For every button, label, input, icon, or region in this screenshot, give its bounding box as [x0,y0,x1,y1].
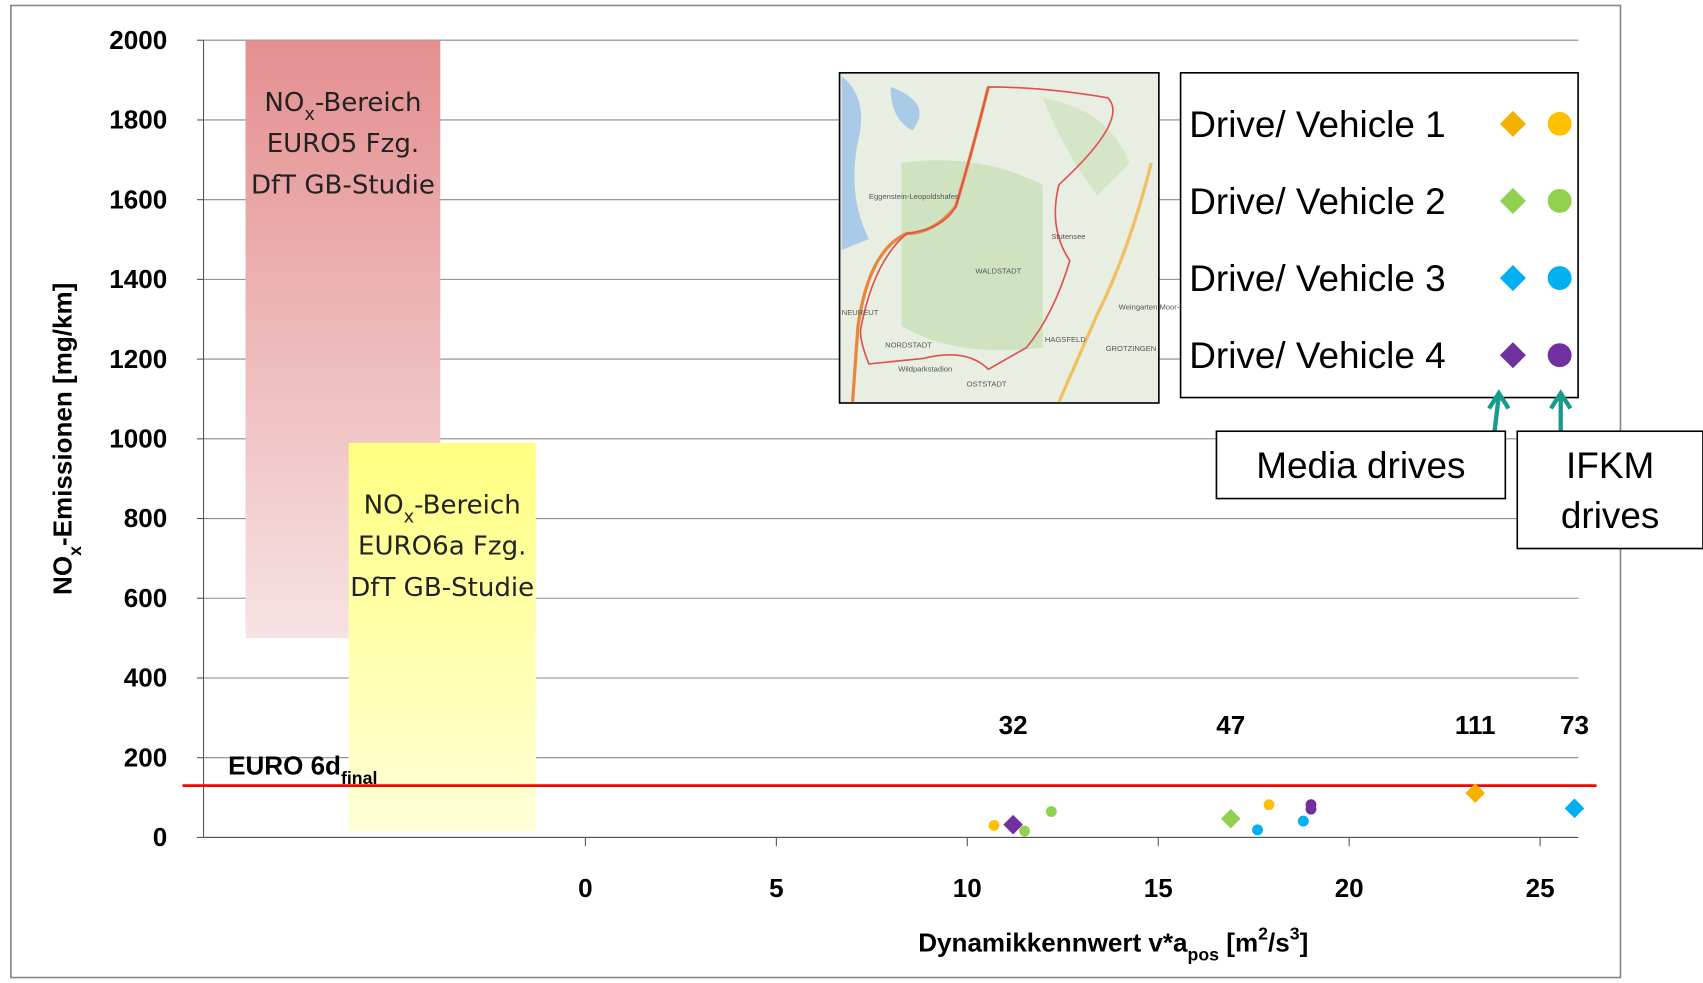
ifkm-point [1263,799,1275,811]
x-tick-label: 10 [953,873,982,903]
text-part: -Bereich [414,490,521,520]
subscript: x [65,546,85,556]
x-tick-label: 0 [578,873,593,903]
media-point [1221,808,1241,829]
y-tick-label: 1000 [109,424,167,454]
map-label: WALDSTADT [975,267,1021,276]
x-tick-label: 20 [1335,873,1364,903]
text-part: [m [1219,927,1258,957]
value-label: 111 [1455,710,1496,740]
legend-diamond [1499,342,1526,369]
ifkm-point [1019,825,1031,837]
legend-label: Drive/ Vehicle 4 [1189,335,1445,376]
y-tick-label: 1600 [109,184,167,214]
y-tick-label: 600 [124,583,167,613]
ifkm-point [1297,815,1309,827]
value-label: 32 [999,710,1028,740]
text-part: -Bereich [315,88,422,118]
annotation-box [1215,430,1507,500]
region-label: NOx-Bereich [264,88,421,125]
legend-circle [1547,343,1572,368]
arrow [1492,395,1501,433]
map-label: HAGSFELD [1045,335,1086,344]
annotation: Media drives [1256,445,1465,486]
text-part: ] [1300,927,1309,957]
subscript: final [341,768,377,788]
map-label: Weingarten Moor-Bruch Grötzingen [1119,303,1239,312]
legend-circle [1547,266,1572,291]
ifkm-point [988,820,1000,831]
map-label: Wildparkstadion [898,364,952,373]
text-part: Dynamikkennwert v*a [918,927,1188,957]
subscript: pos [1188,945,1220,965]
text-part: DfT GB-Studie [350,573,534,603]
y-tick-label: 200 [124,742,167,772]
media-point [1465,783,1485,803]
text-part: NO [264,88,304,118]
superscript: 2 [1258,924,1268,944]
text-part: NO [364,490,404,520]
ifkm-point [1252,824,1263,836]
map-label: Stutensee [1051,232,1085,241]
ifkm-point [1045,806,1057,817]
map-label: GROTZINGEN [1106,344,1157,353]
limit-label: EURO 6dfinal [228,751,377,788]
region-label: NOx-Bereich [364,490,521,527]
region-label: DfT GB-Studie [251,170,435,200]
map-label: OSTSTADT [967,380,1007,389]
subscript: x [304,105,315,125]
map-label: NORDSTADT [885,341,932,350]
annotation: drives [1561,495,1659,536]
text-part: EURO 6d [228,751,341,781]
map-inset [838,71,1160,404]
x-tick-label: 15 [1144,873,1173,903]
y-axis-title: NOx-Emissionen [mg/km] [48,283,85,595]
value-label: 47 [1216,710,1245,740]
map-label: NEUREUT [842,308,879,317]
y-tick-label: 0 [153,822,168,852]
ifkm-point [1305,803,1317,815]
region-label: EURO5 Fzg. [267,129,419,159]
legend-label: Drive/ Vehicle 3 [1189,258,1445,299]
y-tick-label: 400 [124,663,167,693]
annotation-box [1516,430,1703,550]
y-tick-label: 1400 [109,264,167,294]
legend-label: Drive/ Vehicle 1 [1189,104,1445,145]
arrow-head [1487,389,1511,410]
superscript: 3 [1290,924,1300,944]
legend-diamond [1499,187,1526,215]
legend-circle [1547,111,1572,136]
x-tick-label: 5 [769,873,784,903]
text-part: NO [48,556,78,595]
region-label: EURO6a Fzg. [358,532,526,562]
arrow-head [1549,389,1573,410]
y-tick-label: 1800 [109,105,167,135]
subscript: x [404,508,415,528]
value-label: 73 [1560,710,1589,740]
x-axis-title: Dynamikkennwert v*apos [m2/s3] [918,924,1308,965]
region-label: DfT GB-Studie [350,573,534,603]
shaded-region [348,442,536,832]
map-label: Eggenstein-Leopoldshafen [869,192,959,201]
legend-circle [1547,189,1572,213]
text-part: DfT GB-Studie [251,170,435,200]
legend-label: Drive/ Vehicle 2 [1189,181,1445,222]
y-tick-label: 800 [124,503,167,533]
y-tick-label: 2000 [109,25,167,55]
text-part: EURO5 Fzg. [267,129,419,159]
text-part: -Emissionen [mg/km] [48,283,78,546]
x-tick-label: 25 [1526,873,1555,903]
media-point [1564,798,1585,819]
y-tick-label: 1200 [109,344,167,374]
text-part: /s [1268,927,1290,957]
media-point [1003,814,1023,835]
annotation: IFKM [1566,445,1654,486]
legend-diamond [1499,265,1526,292]
text-part: EURO6a Fzg. [358,532,526,562]
